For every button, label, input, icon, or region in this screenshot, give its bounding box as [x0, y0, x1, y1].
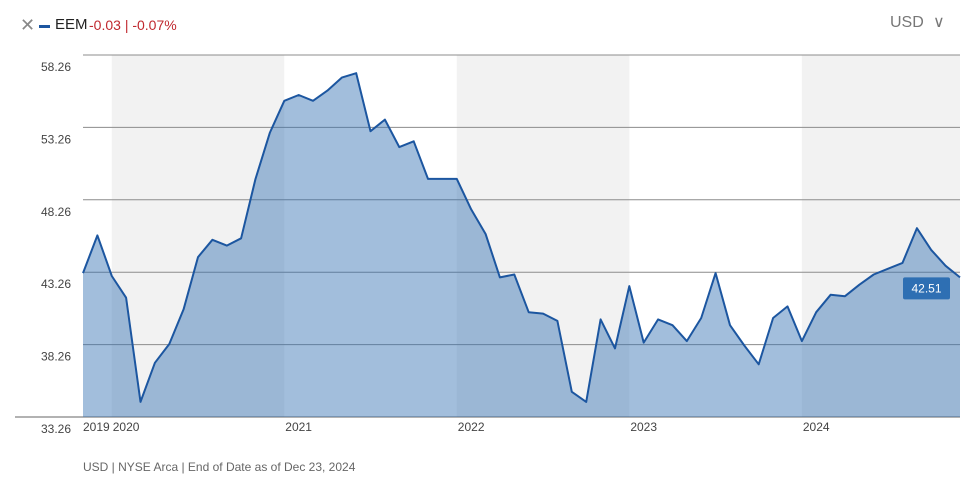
- currency-select[interactable]: USD: [890, 14, 924, 31]
- y-tick-label: 53.26: [41, 132, 71, 146]
- chart-footer: USD | NYSE Arca | End of Date as of Dec …: [83, 460, 356, 474]
- series-area: [83, 73, 960, 417]
- x-tick-label: 2020: [113, 420, 140, 434]
- series-line: [82, 72, 961, 403]
- x-tick-label: 2024: [803, 420, 830, 434]
- y-tick-label: 58.26: [41, 60, 71, 74]
- close-icon[interactable]: ✕: [20, 15, 36, 35]
- last-value-badge: [903, 277, 950, 300]
- change-separator: |: [124, 17, 129, 33]
- y-tick-label: 38.26: [41, 350, 71, 364]
- ticker-symbol: EEM: [55, 16, 88, 33]
- change-percent: -0.07%: [132, 17, 177, 33]
- change-absolute: -0.03: [89, 17, 121, 33]
- chart-header: ✕ EEM -0.03 | -0.07% USD ∨: [0, 0, 975, 50]
- year-band: [111, 55, 285, 417]
- series-swatch: [39, 25, 50, 28]
- x-tick-label: 2019: [83, 420, 110, 434]
- year-band: [801, 55, 960, 417]
- y-tick-label: 48.26: [41, 205, 71, 219]
- chevron-down-icon[interactable]: ∨: [933, 14, 945, 31]
- price-change: -0.03 | -0.07%: [89, 17, 177, 33]
- x-tick-label: 2022: [458, 420, 485, 434]
- y-tick-label: 33.26: [41, 422, 71, 436]
- x-tick-label: 2021: [285, 420, 312, 434]
- x-tick-label: 2023: [630, 420, 657, 434]
- last-value-label: 42.51: [911, 281, 941, 295]
- y-tick-label: 43.26: [41, 277, 71, 291]
